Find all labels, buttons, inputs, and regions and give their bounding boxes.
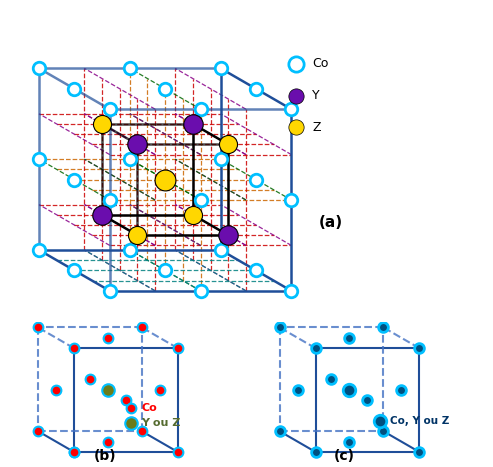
Text: (b): (b) xyxy=(94,449,116,463)
Text: Z: Z xyxy=(312,121,321,134)
Text: (c): (c) xyxy=(334,449,355,463)
Text: Y ou Z: Y ou Z xyxy=(141,418,181,428)
Text: Co: Co xyxy=(141,403,157,413)
Text: (a): (a) xyxy=(318,215,343,230)
Text: Co: Co xyxy=(312,57,329,71)
Text: Co, Y ou Z: Co, Y ou Z xyxy=(390,416,450,426)
Text: Y: Y xyxy=(312,89,320,102)
